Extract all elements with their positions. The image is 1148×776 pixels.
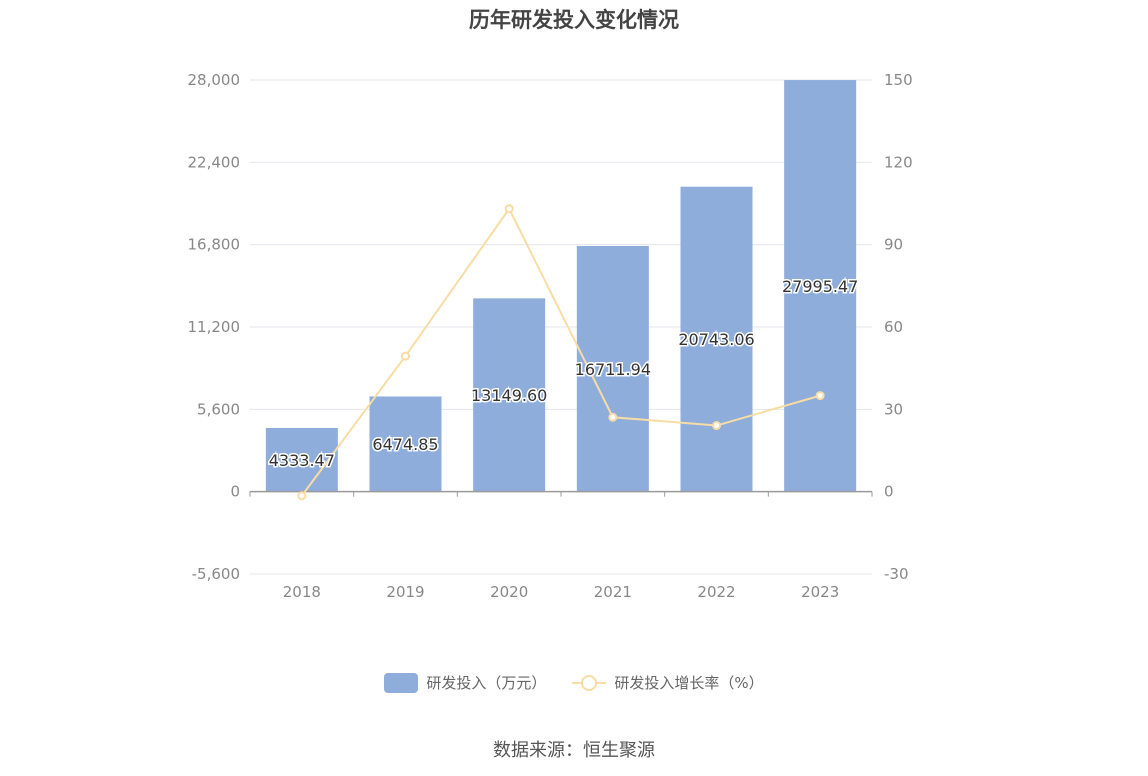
- y-right-tick-label: 0: [884, 483, 894, 501]
- y-right-tick-label: -30: [884, 565, 909, 583]
- bar-data-label: 27995.47: [782, 277, 858, 296]
- bar: [680, 186, 753, 492]
- y-left-tick-label: 28,000: [188, 71, 241, 89]
- growth-rate-point: [815, 391, 825, 401]
- legend-item-line[interactable]: 研发投入增长率（%）: [572, 672, 764, 693]
- legend-item-bar[interactable]: 研发投入（万元）: [384, 672, 546, 693]
- x-tick-label: 2019: [386, 583, 424, 601]
- bar: [784, 80, 857, 492]
- legend-swatch-line: [572, 673, 607, 693]
- y-left-tick-label: -5,600: [192, 565, 240, 583]
- y-left-tick-label: 5,600: [197, 400, 240, 418]
- x-tick-label: 2023: [801, 583, 839, 601]
- x-tick-label: 2020: [490, 583, 528, 601]
- y-left-tick-label: 0: [230, 483, 240, 501]
- y-right-tick-label: 30: [884, 400, 903, 418]
- y-left-tick-label: 11,200: [188, 318, 241, 336]
- legend-label-bar: 研发投入（万元）: [426, 674, 547, 692]
- growth-rate-point: [712, 421, 721, 431]
- legend-label-line: 研发投入增长率（%）: [614, 674, 764, 692]
- growth-rate-point: [608, 412, 618, 422]
- bar: [369, 396, 442, 492]
- growth-rate-point: [297, 491, 307, 501]
- y-left-tick-label: 22,400: [188, 153, 241, 171]
- bar-data-label: 6474.85: [372, 435, 438, 454]
- growth-rate-point: [401, 351, 410, 361]
- y-right-tick-label: 120: [884, 153, 913, 171]
- y-right-tick-label: 90: [884, 236, 903, 254]
- bar: [265, 427, 338, 492]
- bar-data-label: 13149.60: [471, 386, 547, 405]
- bar-data-label: 20743.06: [678, 330, 754, 349]
- chart-legend: 研发投入（万元） 研发投入增长率（%）: [0, 672, 1148, 693]
- y-right-tick-label: 60: [884, 318, 903, 336]
- data-source: 数据来源：恒生聚源: [493, 740, 655, 761]
- y-left-tick-label: 16,800: [188, 236, 241, 254]
- bar-data-label: 4333.47: [269, 451, 335, 470]
- bar: [473, 298, 546, 492]
- growth-rate-point: [504, 204, 514, 214]
- chart-title: 历年研发投入变化情况: [469, 8, 679, 32]
- legend-swatch-bar: [384, 672, 419, 693]
- bar-data-label: 16711.94: [575, 360, 651, 379]
- y-right-tick-label: 150: [884, 71, 913, 89]
- growth-rate-line: [301, 206, 821, 497]
- x-tick-label: 2022: [697, 583, 735, 601]
- x-tick-label: 2021: [594, 583, 632, 601]
- x-tick-label: 2018: [283, 583, 321, 601]
